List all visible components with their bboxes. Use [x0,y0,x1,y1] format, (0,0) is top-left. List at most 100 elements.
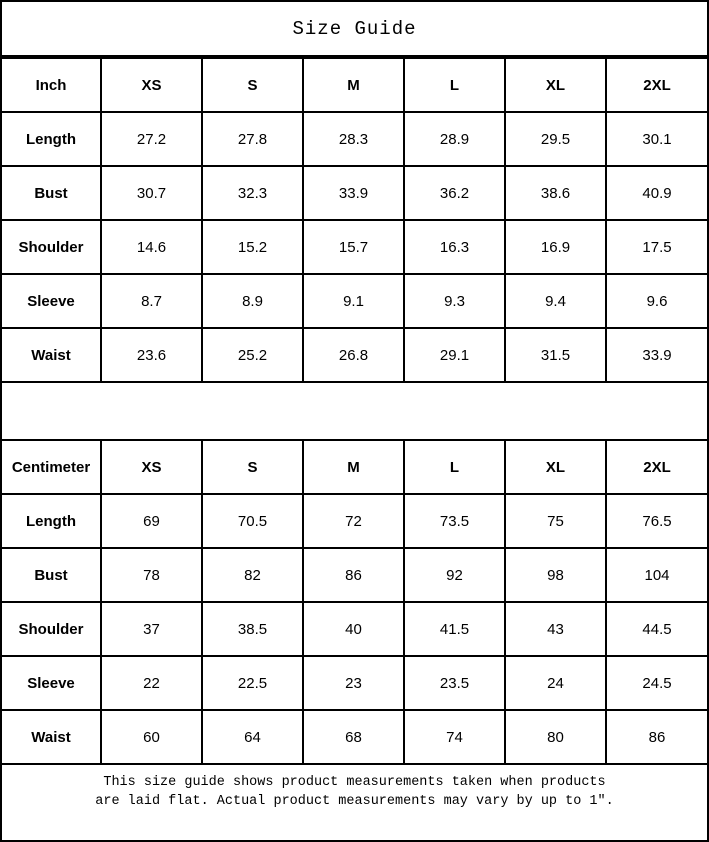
measurement-value: 16.3 [403,219,506,275]
measurement-value: 23 [302,655,405,711]
inch-table: Inch XS S M L XL 2XL Length 27.2 27.8 28.3 28.9 29.5… [2,57,707,383]
size-header-xs: XS [100,57,203,113]
measurement-value: 9.1 [302,273,405,329]
table-row: Shoulder 14.6 15.2 15.7 16.3 16.9 17.5 [2,219,707,275]
measurement-value: 40.9 [605,165,707,221]
table-row: Waist 23.6 25.2 26.8 29.1 31.5 33.9 [2,327,707,383]
measurement-value: 8.9 [201,273,304,329]
measurement-value: 24.5 [605,655,707,711]
measurement-value: 32.3 [201,165,304,221]
measurement-value: 28.3 [302,111,405,167]
measurement-value: 22.5 [201,655,304,711]
size-header-l: L [403,57,506,113]
table-spacer [2,383,707,439]
measurement-value: 31.5 [504,327,607,383]
measurement-value: 23.6 [100,327,203,383]
measurement-value: 29.5 [504,111,607,167]
row-label-waist: Waist [2,709,102,765]
size-header-xl: XL [504,439,607,495]
measurement-value: 40 [302,601,405,657]
size-header-l: L [403,439,506,495]
measurement-value: 37 [100,601,203,657]
measurement-value: 28.9 [403,111,506,167]
measurement-value: 41.5 [403,601,506,657]
row-label-shoulder: Shoulder [2,219,102,275]
row-label-length: Length [2,493,102,549]
measurement-value: 27.8 [201,111,304,167]
measurement-value: 36.2 [403,165,506,221]
disclaimer-line-1: This size guide shows product measuremen… [103,774,606,790]
measurement-value: 29.1 [403,327,506,383]
size-header-xl: XL [504,57,607,113]
size-header-2xl: 2XL [605,57,707,113]
measurement-value: 27.2 [100,111,203,167]
row-label-bust: Bust [2,547,102,603]
measurement-value: 60 [100,709,203,765]
measurement-value: 15.7 [302,219,405,275]
table-row: Sleeve 22 22.5 23 23.5 24 24.5 [2,655,707,711]
size-header-2xl: 2XL [605,439,707,495]
size-header-xs: XS [100,439,203,495]
measurement-value: 72 [302,493,405,549]
size-header-s: S [201,439,304,495]
row-label-bust: Bust [2,165,102,221]
measurement-value: 33.9 [605,327,707,383]
measurement-value: 26.8 [302,327,405,383]
measurement-value: 8.7 [100,273,203,329]
measurement-value: 98 [504,547,607,603]
table-row: Length 27.2 27.8 28.3 28.9 29.5 30.1 [2,111,707,167]
measurement-value: 76.5 [605,493,707,549]
table-row: Sleeve 8.7 8.9 9.1 9.3 9.4 9.6 [2,273,707,329]
measurement-value: 44.5 [605,601,707,657]
table-row: Length 69 70.5 72 73.5 75 76.5 [2,493,707,549]
measurement-value: 9.6 [605,273,707,329]
measurement-value: 22 [100,655,203,711]
measurement-value: 104 [605,547,707,603]
measurement-value: 25.2 [201,327,304,383]
measurement-value: 86 [605,709,707,765]
row-label-length: Length [2,111,102,167]
table-row: Bust 30.7 32.3 33.9 36.2 38.6 40.9 [2,165,707,221]
table-row: Waist 60 64 68 74 80 86 [2,709,707,765]
row-label-sleeve: Sleeve [2,655,102,711]
size-header-m: M [302,57,405,113]
measurement-value: 92 [403,547,506,603]
measurement-value: 38.5 [201,601,304,657]
measurement-value: 24 [504,655,607,711]
measurement-value: 69 [100,493,203,549]
measurement-value: 74 [403,709,506,765]
measurement-value: 78 [100,547,203,603]
measurement-value: 70.5 [201,493,304,549]
measurement-value: 75 [504,493,607,549]
row-label-sleeve: Sleeve [2,273,102,329]
table-row: Shoulder 37 38.5 40 41.5 43 44.5 [2,601,707,657]
size-guide-title: Size Guide [2,2,707,57]
measurement-disclaimer: This size guide shows product measuremen… [2,765,707,818]
measurement-value: 9.4 [504,273,607,329]
measurement-value: 9.3 [403,273,506,329]
inch-unit-header: Inch [2,57,102,113]
measurement-value: 82 [201,547,304,603]
measurement-value: 14.6 [100,219,203,275]
measurement-value: 86 [302,547,405,603]
measurement-value: 43 [504,601,607,657]
row-label-shoulder: Shoulder [2,601,102,657]
size-header-m: M [302,439,405,495]
inch-header-row: Inch XS S M L XL 2XL [2,57,707,113]
centimeter-header-row: Centimeter XS S M L XL 2XL [2,439,707,495]
measurement-value: 17.5 [605,219,707,275]
centimeter-unit-header: Centimeter [2,439,102,495]
size-header-s: S [201,57,304,113]
measurement-value: 15.2 [201,219,304,275]
measurement-value: 38.6 [504,165,607,221]
measurement-value: 23.5 [403,655,506,711]
measurement-value: 16.9 [504,219,607,275]
disclaimer-line-2: are laid flat. Actual product measuremen… [95,793,614,809]
measurement-value: 33.9 [302,165,405,221]
measurement-value: 80 [504,709,607,765]
measurement-value: 73.5 [403,493,506,549]
measurement-value: 68 [302,709,405,765]
measurement-value: 30.1 [605,111,707,167]
row-label-waist: Waist [2,327,102,383]
